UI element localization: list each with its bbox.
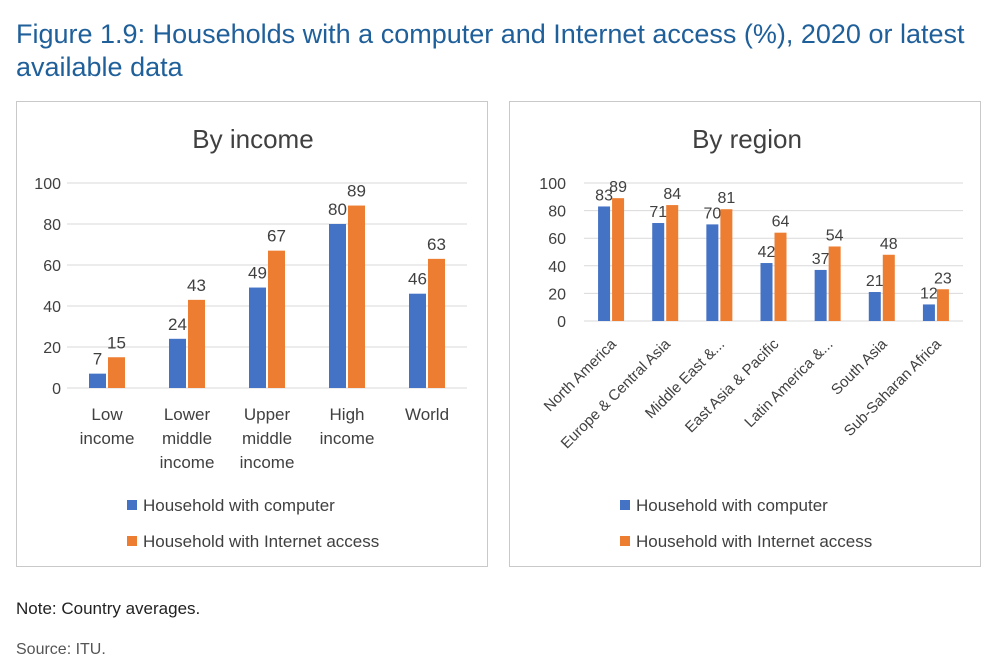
- category-label: High: [330, 405, 365, 424]
- y-tick-label: 20: [548, 286, 566, 303]
- bar-internet: [882, 254, 895, 321]
- chart-title: By region: [692, 124, 802, 154]
- data-label: 80: [328, 200, 347, 219]
- legend-label-internet: Household with Internet access: [143, 532, 379, 551]
- bar-internet: [936, 289, 949, 321]
- data-label: 37: [812, 251, 830, 268]
- bar-computer: [760, 263, 773, 321]
- data-label: 84: [663, 186, 681, 203]
- legend-swatch-internet: [620, 536, 630, 546]
- data-label: 43: [187, 276, 206, 295]
- category-label: East Asia & Pacific: [682, 335, 783, 436]
- bar-computer: [89, 373, 106, 388]
- y-tick-label: 0: [52, 381, 61, 398]
- category-label: Upper: [244, 405, 291, 424]
- data-label: 12: [920, 285, 938, 302]
- y-tick-label: 100: [34, 176, 61, 193]
- bar-internet: [774, 232, 787, 321]
- income-chart: By income 0 20 40 60 80 100 7 15 Low income 24 43 Low…: [34, 124, 467, 551]
- y-tick-label: 80: [548, 204, 566, 221]
- category-label: middle: [242, 429, 292, 448]
- y-tick-label: 80: [43, 217, 61, 234]
- y-tick-label: 60: [548, 231, 566, 248]
- category-label: Low: [91, 405, 123, 424]
- region-chart-panel: By region 0 20 40 60 80 100 83 89 North America 71…: [509, 101, 981, 567]
- data-label: 54: [826, 227, 844, 244]
- data-label: 64: [772, 214, 790, 231]
- bar-computer: [922, 304, 935, 321]
- y-tick-label: 0: [557, 314, 566, 331]
- figure-note: Note: Country averages.: [16, 599, 201, 618]
- category-label: middle: [162, 429, 212, 448]
- bar-internet: [666, 205, 679, 321]
- data-label: 89: [609, 179, 627, 196]
- data-label: 63: [427, 235, 446, 254]
- bar-computer: [169, 338, 186, 388]
- category-label: income: [240, 453, 295, 472]
- bar-computer: [598, 206, 611, 321]
- legend-label-internet: Household with Internet access: [636, 532, 872, 551]
- income-chart-panel: By income 0 20 40 60 80 100 7 15 Low income 24 43 Low…: [16, 101, 488, 567]
- y-tick-label: 20: [43, 340, 61, 357]
- bar-computer: [329, 224, 346, 388]
- data-label: 46: [408, 270, 427, 289]
- data-label: 89: [347, 182, 366, 201]
- category-label: income: [80, 429, 135, 448]
- category-label: Sub-Saharan Africa: [841, 335, 945, 439]
- bar-internet: [720, 209, 733, 321]
- data-label: 71: [649, 204, 667, 221]
- bar-internet: [268, 250, 285, 388]
- legend-label-computer: Household with computer: [636, 496, 828, 515]
- data-label: 42: [758, 244, 776, 261]
- data-label: 7: [93, 350, 102, 369]
- y-tick-label: 40: [43, 299, 61, 316]
- figure-title: Figure 1.9: Households with a computer a…: [16, 19, 965, 82]
- y-tick-label: 60: [43, 258, 61, 275]
- chart-title: By income: [192, 124, 313, 154]
- bar-internet: [428, 258, 445, 388]
- bar-computer: [652, 223, 665, 321]
- category-label: Lower: [164, 405, 211, 424]
- data-label: 23: [934, 270, 952, 287]
- bar-internet: [828, 246, 841, 321]
- bar-internet: [348, 205, 365, 388]
- bar-internet: [188, 299, 205, 388]
- bar-computer: [814, 269, 827, 321]
- bar-computer: [409, 293, 426, 388]
- category-label: World: [405, 405, 449, 424]
- figure-source: Source: ITU.: [16, 641, 106, 658]
- data-label: 49: [248, 264, 267, 283]
- y-tick-label: 100: [539, 176, 566, 193]
- data-label: 24: [168, 315, 187, 334]
- category-label: income: [160, 453, 215, 472]
- legend-swatch-internet: [127, 536, 137, 546]
- data-label: 81: [717, 190, 735, 207]
- category-label: income: [320, 429, 375, 448]
- bar-internet: [108, 357, 125, 388]
- data-label: 15: [107, 333, 126, 352]
- bar-computer: [868, 292, 881, 321]
- legend-swatch-computer: [127, 500, 137, 510]
- y-tick-label: 40: [548, 259, 566, 276]
- bar-internet: [612, 198, 625, 321]
- data-label: 83: [595, 187, 613, 204]
- bar-computer: [249, 287, 266, 388]
- legend-swatch-computer: [620, 500, 630, 510]
- legend-label-computer: Household with computer: [143, 496, 335, 515]
- data-label: 48: [880, 236, 898, 253]
- data-label: 21: [866, 273, 884, 290]
- data-label: 67: [267, 227, 286, 246]
- data-label: 70: [703, 205, 721, 222]
- bar-computer: [706, 224, 719, 321]
